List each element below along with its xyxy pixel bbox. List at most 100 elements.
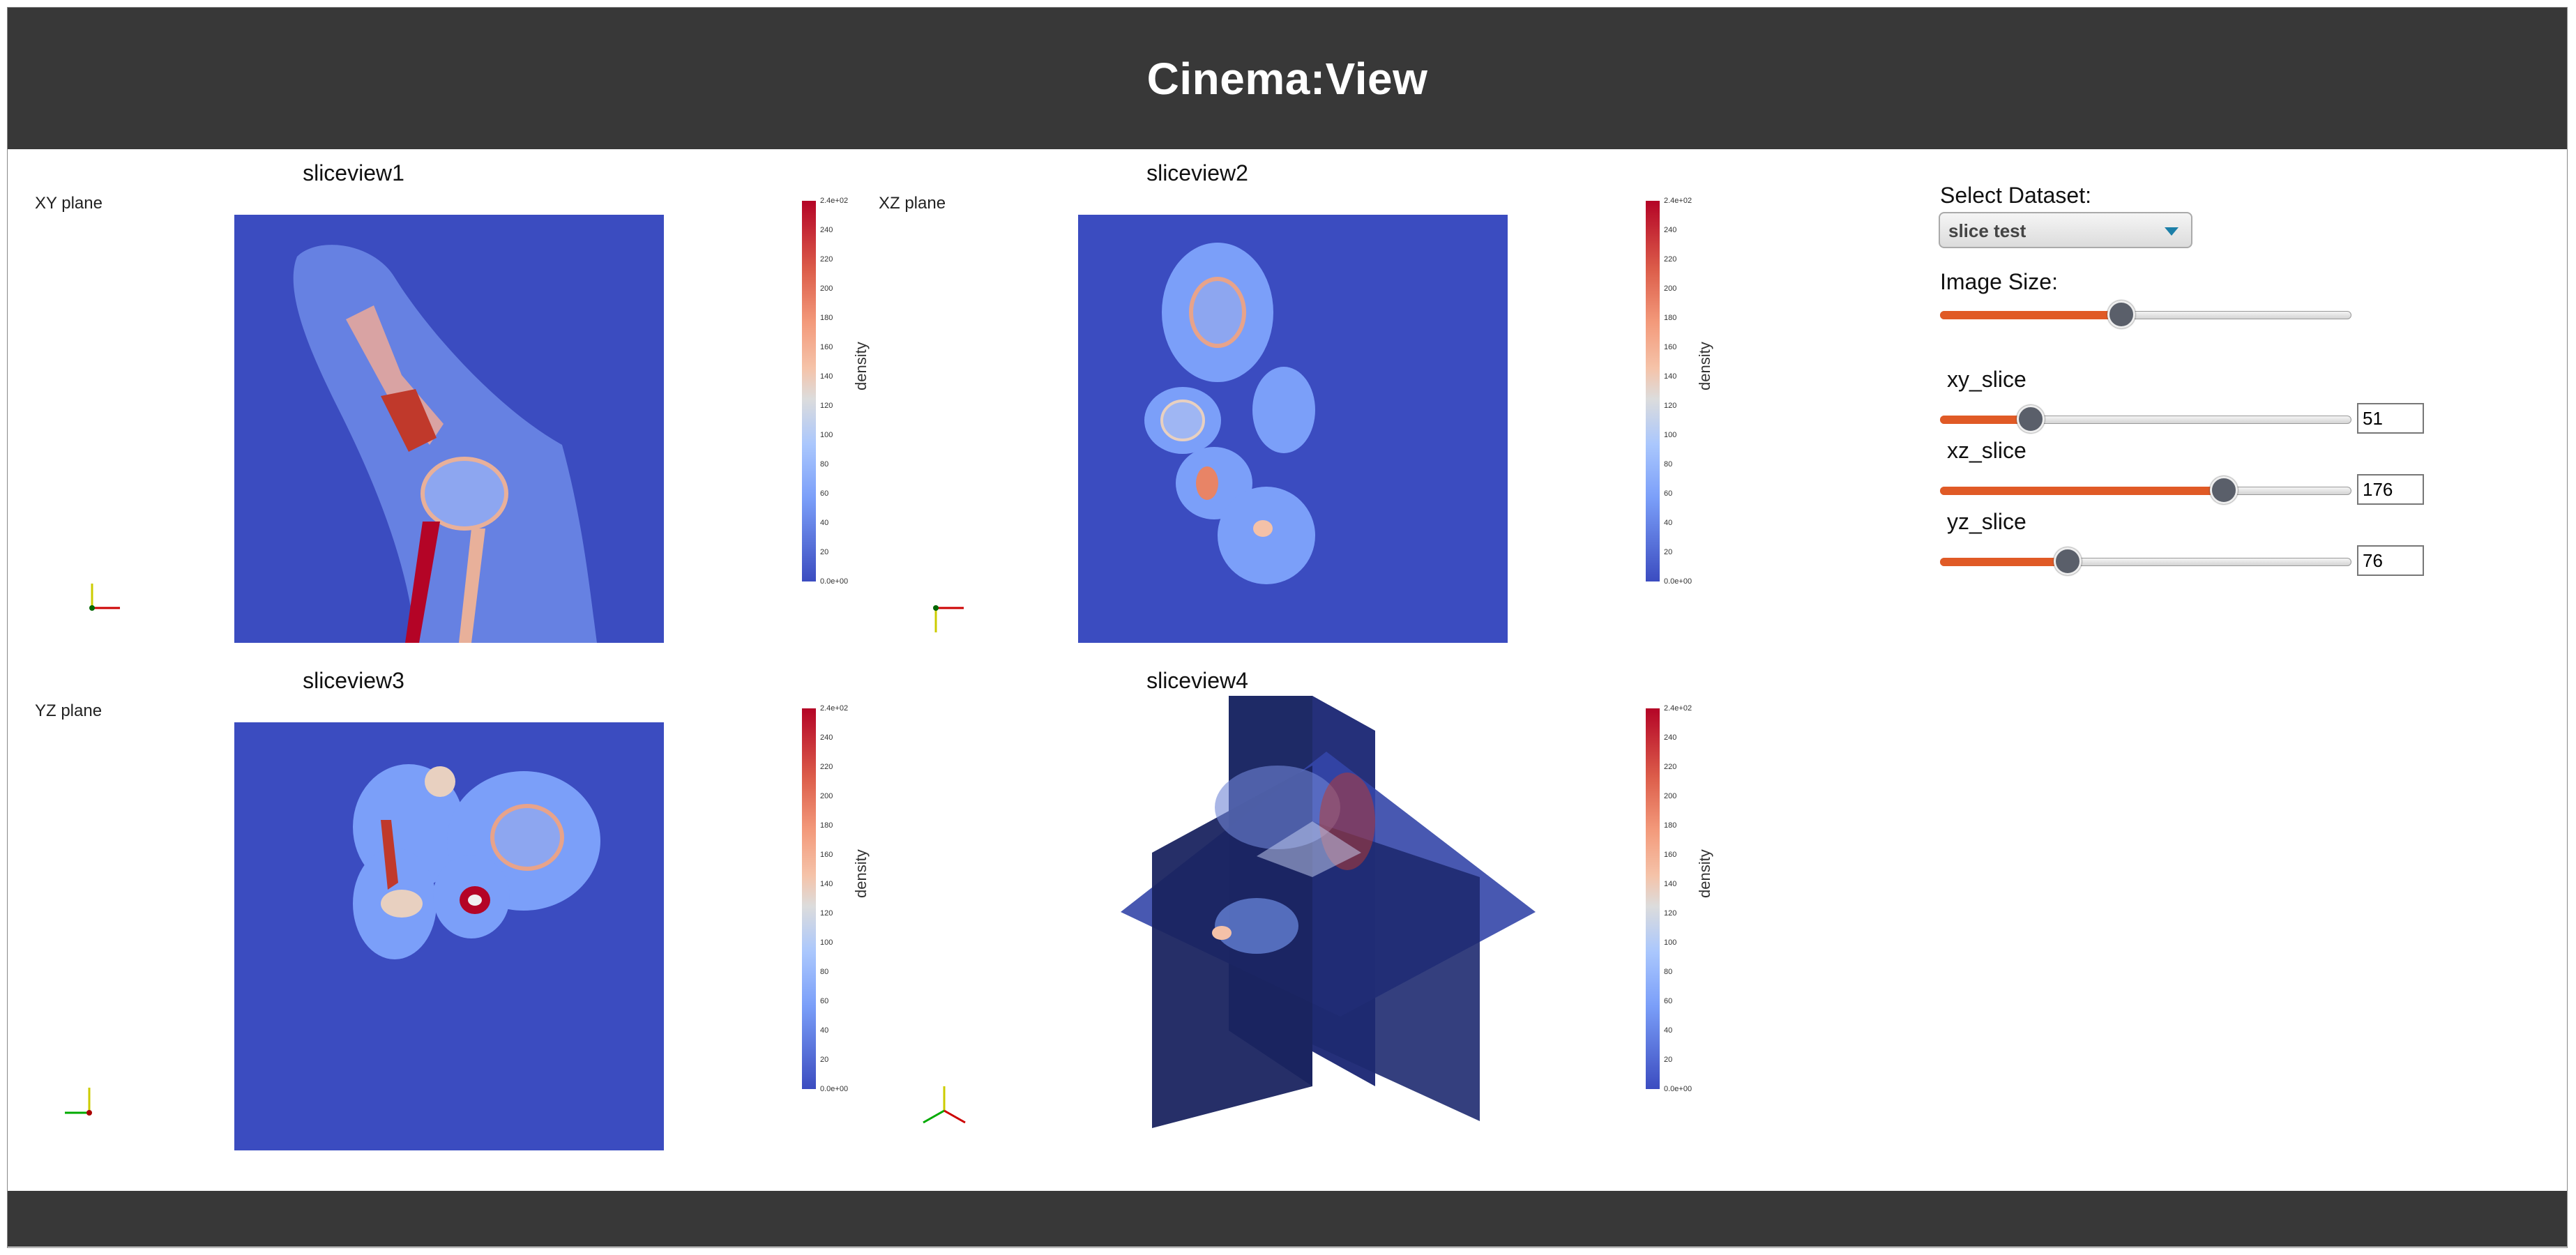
colorbar-tick-label: 140: [1664, 880, 1677, 888]
colorbar: [802, 708, 816, 1089]
page-frame: [7, 7, 2568, 1248]
slider-fill: [1940, 558, 2068, 566]
colorbar-tick-label: 140: [820, 372, 833, 381]
colorbar-tick-label: 200: [820, 284, 833, 293]
colorbar-tick-label: 60: [820, 997, 829, 1005]
colorbar-tick-label: 200: [820, 792, 833, 800]
colorbar-max-label: 2.4e+02: [1664, 197, 1692, 205]
yz-slice-label: yz_slice: [1947, 509, 2026, 534]
colorbar-label: density: [1696, 342, 1713, 390]
colorbar-min-label: 0.0e+00: [1664, 577, 1692, 586]
colorbar-tick-label: 120: [1664, 402, 1677, 410]
colorbar-tick-label: 40: [820, 519, 829, 527]
colorbar-max-label: 2.4e+02: [820, 197, 849, 205]
yz-slice-slider[interactable]: [1940, 547, 2351, 575]
plane-label: XZ plane: [879, 194, 946, 213]
slice-image-yz[interactable]: [234, 722, 664, 1150]
colorbar-tick-label: 40: [1664, 1026, 1673, 1035]
colorbar-tick-label: 220: [1664, 255, 1677, 264]
colorbar-tick-label: 20: [820, 1056, 829, 1064]
colorbar-tick-label: 180: [1664, 314, 1677, 322]
colorbar-tick-label: 20: [1664, 1056, 1673, 1064]
colorbar-max-label: 2.4e+02: [1664, 704, 1692, 713]
colorbar-tick-label: 160: [1664, 343, 1677, 351]
view-title: sliceview2: [1146, 160, 1248, 185]
slice-image-xz[interactable]: [1078, 215, 1508, 643]
colorbar-tick-label: 180: [820, 314, 833, 322]
xy-slice-slider[interactable]: [1940, 405, 2351, 433]
view-title: sliceview1: [303, 160, 404, 185]
axes-triad-icon: [933, 605, 964, 632]
axes-triad-icon: [923, 1086, 966, 1124]
colorbar-tick-label: 140: [820, 880, 833, 888]
colorbar-tick-label: 240: [1664, 733, 1677, 742]
colorbar-tick-label: 220: [820, 763, 833, 771]
slice-3d-view[interactable]: [1047, 696, 1550, 1128]
colorbar-tick-label: 40: [820, 1026, 829, 1035]
image-size-slider[interactable]: [1940, 301, 2351, 328]
slider-thumb[interactable]: [2107, 301, 2135, 328]
colorbar-min-label: 0.0e+00: [1664, 1085, 1692, 1093]
colorbar-label: density: [1696, 849, 1713, 898]
view-title: sliceview3: [303, 668, 404, 693]
xz-slice-label: xz_slice: [1947, 438, 2026, 463]
plane-label: YZ plane: [35, 701, 103, 720]
slider-fill: [1940, 487, 2225, 495]
sliceview3-panel: sliceview3 YZ plane 2.4e+02 240 220 200 180 1…: [8, 668, 870, 1177]
colorbar-ticks: 2.4e+02 240 220 200 180 160 140 120 100 80 60 40 20 0…: [1660, 197, 1692, 586]
app-title: Cinema:View: [1146, 53, 1428, 104]
colorbar-tick-label: 40: [1664, 519, 1673, 527]
app-header: Cinema:View: [8, 8, 2567, 149]
image-size-label: Image Size:: [1940, 269, 2058, 294]
colorbar-tick-label: 200: [1664, 792, 1677, 800]
colorbar-tick-label: 220: [1664, 763, 1677, 771]
colorbar-tick-label: 220: [820, 255, 833, 264]
yz-slice-input[interactable]: [2357, 545, 2424, 576]
colorbar-tick-label: 240: [1664, 226, 1677, 234]
slider-thumb[interactable]: [2016, 405, 2045, 433]
colorbar-tick-label: 20: [820, 548, 829, 556]
colorbar-tick-label: 140: [1664, 372, 1677, 381]
colorbar-tick-label: 100: [1664, 938, 1677, 947]
colorbar-tick-label: 120: [820, 402, 833, 410]
xy-slice-input[interactable]: [2357, 403, 2424, 434]
slice-image-xy[interactable]: [234, 215, 664, 643]
xz-slice-slider[interactable]: [1940, 476, 2351, 504]
colorbar-tick-label: 120: [820, 909, 833, 918]
colorbar-tick-label: 60: [820, 489, 829, 498]
app-footer: [8, 1191, 2567, 1247]
colorbar: [1646, 708, 1660, 1089]
sliceview4-panel: sliceview4 2.4e+02 240 220 200 180 160 140 120 1…: [852, 668, 1713, 1177]
colorbar-tick-label: 240: [820, 226, 833, 234]
colorbar-tick-label: 60: [1664, 997, 1673, 1005]
colorbar-max-label: 2.4e+02: [820, 704, 849, 713]
axes-triad-icon: [65, 1088, 92, 1116]
colorbar-tick-label: 60: [1664, 489, 1673, 498]
colorbar-tick-label: 80: [1664, 968, 1673, 976]
view-title: sliceview4: [1146, 668, 1248, 693]
colorbar-tick-label: 100: [820, 938, 833, 947]
colorbar-tick-label: 80: [820, 968, 829, 976]
colorbar-tick-label: 100: [820, 431, 833, 439]
colorbar: [1646, 201, 1660, 581]
plane-label: XY plane: [35, 194, 103, 213]
sliceview1-panel: sliceview1 XY plane 2.4e+02 240 220 200 180 1…: [8, 160, 870, 669]
xz-slice-input[interactable]: [2357, 474, 2424, 505]
slider-thumb[interactable]: [2210, 476, 2238, 504]
dataset-select[interactable]: slice test: [1939, 212, 2192, 248]
sliceview2-panel: sliceview2 XZ plane 2.4e+02 240 220 200 180 1…: [852, 160, 1713, 669]
colorbar-tick-label: 80: [820, 460, 829, 469]
colorbar-tick-label: 240: [820, 733, 833, 742]
colorbar-ticks: 2.4e+02 240 220 200 180 160 140 120 100 80 60 40 20 0…: [816, 197, 848, 586]
slider-thumb[interactable]: [2053, 547, 2082, 575]
chevron-down-icon: [2165, 227, 2179, 236]
colorbar-ticks: 2.4e+02 240 220 200 180 160 140 120 100 80 60 40 20 0…: [1660, 704, 1692, 1093]
colorbar-tick-label: 80: [1664, 460, 1673, 469]
dataset-select-value: slice test: [1948, 220, 2026, 241]
colorbar: [802, 201, 816, 581]
colorbar-tick-label: 20: [1664, 548, 1673, 556]
colorbar-tick-label: 160: [1664, 851, 1677, 859]
slider-fill: [1940, 311, 2121, 319]
xy-slice-label: xy_slice: [1947, 367, 2026, 392]
colorbar-min-label: 0.0e+00: [820, 577, 849, 586]
